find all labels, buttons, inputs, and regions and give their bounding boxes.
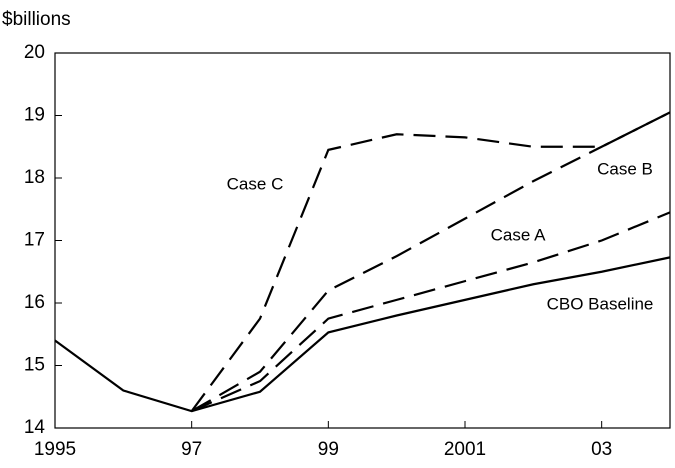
- series-line: [191, 211, 671, 413]
- x-tick-label: 1995: [34, 439, 76, 460]
- y-axis-label: $billions: [2, 9, 71, 30]
- y-tick-label: 16: [24, 292, 45, 313]
- x-tick-label: 97: [181, 439, 202, 460]
- series-label: CBO Baseline: [547, 294, 654, 313]
- series-line: [191, 111, 671, 413]
- y-tick-label: 17: [24, 230, 45, 251]
- series-line: [54, 256, 671, 413]
- series-line: [190, 111, 671, 412]
- y-tick-label: 15: [24, 355, 45, 376]
- x-tick-label: 03: [591, 439, 612, 460]
- y-tick-label: 18: [24, 167, 45, 188]
- x-tick-label: 2001: [444, 439, 486, 460]
- y-tick-label: 14: [24, 417, 46, 438]
- y-tick-label: 19: [24, 105, 45, 126]
- plot-frame: [54, 52, 671, 429]
- series-label: Case B: [597, 159, 653, 178]
- series-label: Case A: [491, 225, 546, 244]
- series-label: Case C: [227, 174, 284, 193]
- y-tick-label: 20: [24, 42, 45, 63]
- x-tick-label: 99: [318, 439, 339, 460]
